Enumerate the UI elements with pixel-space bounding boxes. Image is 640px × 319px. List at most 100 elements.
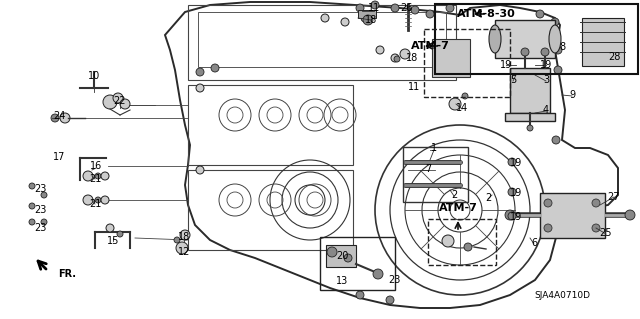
Bar — [403, 147, 468, 202]
Circle shape — [373, 269, 383, 279]
Circle shape — [106, 224, 114, 232]
Text: 1: 1 — [431, 143, 437, 153]
Text: 18: 18 — [178, 232, 190, 242]
Text: 19: 19 — [540, 60, 552, 70]
Circle shape — [361, 14, 369, 22]
Circle shape — [554, 46, 562, 54]
Circle shape — [544, 224, 552, 232]
Text: 18: 18 — [406, 53, 418, 63]
Circle shape — [551, 18, 559, 26]
Circle shape — [554, 66, 562, 74]
Text: 18: 18 — [365, 15, 377, 25]
Circle shape — [196, 68, 204, 76]
Text: 4: 4 — [543, 105, 549, 115]
Text: 9: 9 — [569, 90, 575, 100]
Circle shape — [101, 172, 109, 180]
Circle shape — [411, 6, 419, 14]
Circle shape — [371, 1, 379, 9]
Bar — [188, 85, 353, 165]
Text: 15: 15 — [107, 236, 119, 246]
Text: 11: 11 — [368, 3, 380, 13]
Text: 13: 13 — [336, 276, 348, 286]
Text: 19: 19 — [500, 60, 512, 70]
Circle shape — [521, 48, 529, 56]
Circle shape — [442, 235, 454, 247]
Circle shape — [386, 296, 394, 304]
Text: 16: 16 — [90, 161, 102, 171]
Text: 10: 10 — [88, 71, 100, 81]
Circle shape — [327, 247, 337, 257]
Text: 7: 7 — [425, 164, 431, 174]
Text: 23: 23 — [388, 275, 400, 285]
Ellipse shape — [549, 25, 561, 53]
Bar — [432, 39, 470, 77]
Circle shape — [117, 231, 123, 237]
Bar — [435, 4, 638, 74]
Text: 23: 23 — [34, 184, 46, 194]
Text: 6: 6 — [531, 238, 537, 248]
Circle shape — [180, 230, 190, 240]
Circle shape — [462, 93, 468, 99]
Text: 14: 14 — [456, 103, 468, 113]
Circle shape — [391, 4, 399, 12]
Text: 2: 2 — [485, 193, 491, 203]
Bar — [188, 5, 456, 80]
Circle shape — [449, 98, 461, 110]
Text: 20: 20 — [336, 251, 348, 261]
Circle shape — [435, 46, 445, 56]
Circle shape — [527, 125, 533, 131]
Text: 19: 19 — [510, 212, 522, 222]
Text: ATM-8-30: ATM-8-30 — [456, 9, 515, 19]
Text: 27: 27 — [608, 192, 620, 202]
Bar — [428, 219, 496, 265]
Text: 22: 22 — [114, 96, 126, 106]
Text: FR.: FR. — [58, 269, 76, 279]
Bar — [510, 68, 550, 113]
Circle shape — [394, 56, 400, 62]
Circle shape — [174, 237, 180, 243]
Text: 5: 5 — [510, 75, 516, 85]
Circle shape — [211, 64, 219, 72]
Circle shape — [400, 49, 410, 59]
Bar — [188, 170, 353, 250]
Circle shape — [541, 48, 549, 56]
Circle shape — [95, 197, 101, 203]
Text: 23: 23 — [34, 223, 46, 233]
Circle shape — [29, 203, 35, 209]
Circle shape — [51, 114, 59, 122]
Circle shape — [446, 4, 454, 12]
Circle shape — [101, 196, 109, 204]
Text: 8: 8 — [559, 42, 565, 52]
Circle shape — [455, 57, 463, 65]
Circle shape — [113, 93, 123, 103]
Circle shape — [41, 192, 47, 198]
Circle shape — [95, 173, 101, 179]
Circle shape — [625, 210, 635, 220]
Text: 19: 19 — [510, 158, 522, 168]
Text: SJA4A0710D: SJA4A0710D — [534, 291, 590, 300]
Text: 12: 12 — [178, 247, 190, 257]
Circle shape — [505, 210, 515, 220]
Circle shape — [196, 166, 204, 174]
Circle shape — [321, 14, 329, 22]
Circle shape — [508, 188, 516, 196]
Circle shape — [508, 158, 516, 166]
Text: 19: 19 — [510, 188, 522, 198]
Circle shape — [29, 219, 35, 225]
Text: 21: 21 — [89, 174, 101, 184]
Text: 17: 17 — [53, 152, 65, 162]
Text: 3: 3 — [543, 75, 549, 85]
Bar — [326, 245, 356, 267]
Text: ATM-7: ATM-7 — [411, 41, 449, 51]
Circle shape — [592, 199, 600, 207]
Circle shape — [41, 219, 47, 225]
Circle shape — [508, 212, 516, 220]
Circle shape — [120, 99, 130, 109]
Bar — [198, 12, 446, 67]
Text: 21: 21 — [89, 199, 101, 209]
Circle shape — [356, 291, 364, 299]
Text: 24: 24 — [53, 111, 65, 121]
Bar — [424, 29, 510, 97]
Text: ATM-7: ATM-7 — [438, 203, 477, 213]
Text: 23: 23 — [34, 205, 46, 215]
